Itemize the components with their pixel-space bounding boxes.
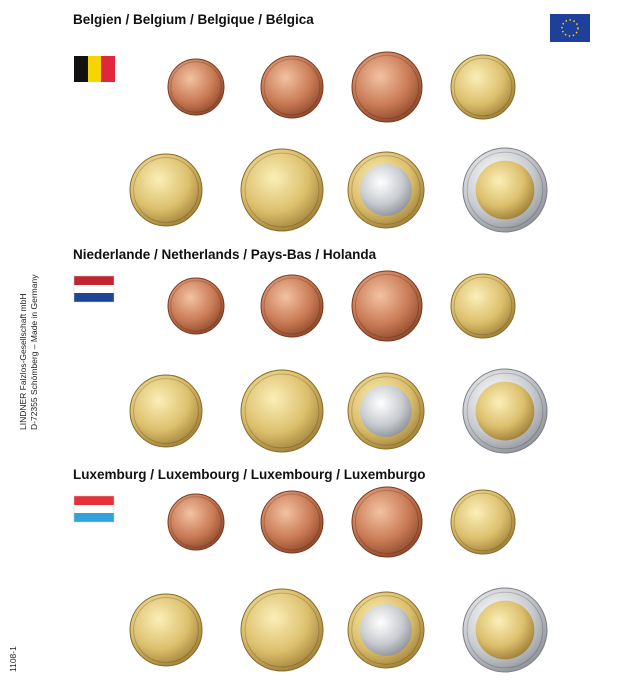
coin	[129, 374, 203, 448]
coin	[167, 493, 225, 551]
coin-rim	[263, 493, 321, 551]
coin	[167, 277, 225, 335]
coin-rim	[466, 591, 544, 669]
coin-rim	[355, 55, 419, 119]
coin	[260, 490, 324, 554]
section-heading: Niederlande / Netherlands / Pays-Bas / H…	[73, 247, 377, 262]
coin	[240, 369, 324, 453]
coin	[260, 55, 324, 119]
coin-rim	[133, 378, 199, 444]
coin	[450, 489, 516, 555]
coin-rim	[133, 597, 199, 663]
coin	[450, 54, 516, 120]
eu-flag	[550, 14, 590, 42]
flag-luxembourg	[73, 495, 115, 523]
flag-belgium	[74, 56, 115, 82]
coin-rim	[466, 151, 544, 229]
coin	[351, 270, 423, 342]
coin-rim	[244, 152, 320, 228]
coin-rim	[453, 276, 513, 336]
coin-center	[475, 600, 535, 660]
coin-center	[360, 385, 412, 437]
coin-rim	[133, 157, 199, 223]
coin-center	[360, 604, 412, 656]
coin	[450, 273, 516, 339]
coin-rim	[244, 373, 320, 449]
coin-rim	[453, 57, 513, 117]
coin-rim	[170, 61, 222, 113]
coin-rim	[453, 492, 513, 552]
coin	[351, 51, 423, 123]
coin	[240, 148, 324, 232]
page-number: 1108-1	[8, 646, 18, 672]
coin	[129, 153, 203, 227]
imprint-line: D-72355 Schömberg – Made in Germany	[29, 274, 39, 430]
coin-rim	[355, 274, 419, 338]
coin-rim	[351, 155, 421, 225]
section-heading: Luxemburg / Luxembourg / Luxembourg / Lu…	[73, 467, 426, 482]
flag-netherlands	[73, 275, 115, 303]
coin	[167, 58, 225, 116]
coin-rim	[244, 592, 320, 668]
coin	[240, 588, 324, 672]
coin-rim	[170, 280, 222, 332]
coin-rim	[466, 372, 544, 450]
imprint-line: LINDNER Falzlos-Gesellschaft mbH	[18, 293, 28, 430]
coin	[260, 274, 324, 338]
coin-rim	[355, 490, 419, 554]
coin-center	[475, 160, 535, 220]
coin	[351, 486, 423, 558]
coin	[129, 593, 203, 667]
section-heading: Belgien / Belgium / Belgique / Bélgica	[73, 12, 314, 27]
coin-rim	[351, 595, 421, 665]
coin-rim	[263, 277, 321, 335]
coin-rim	[170, 496, 222, 548]
coin-rim	[351, 376, 421, 446]
coin-center	[360, 164, 412, 216]
coin-rim	[263, 58, 321, 116]
coin-center	[475, 381, 535, 441]
